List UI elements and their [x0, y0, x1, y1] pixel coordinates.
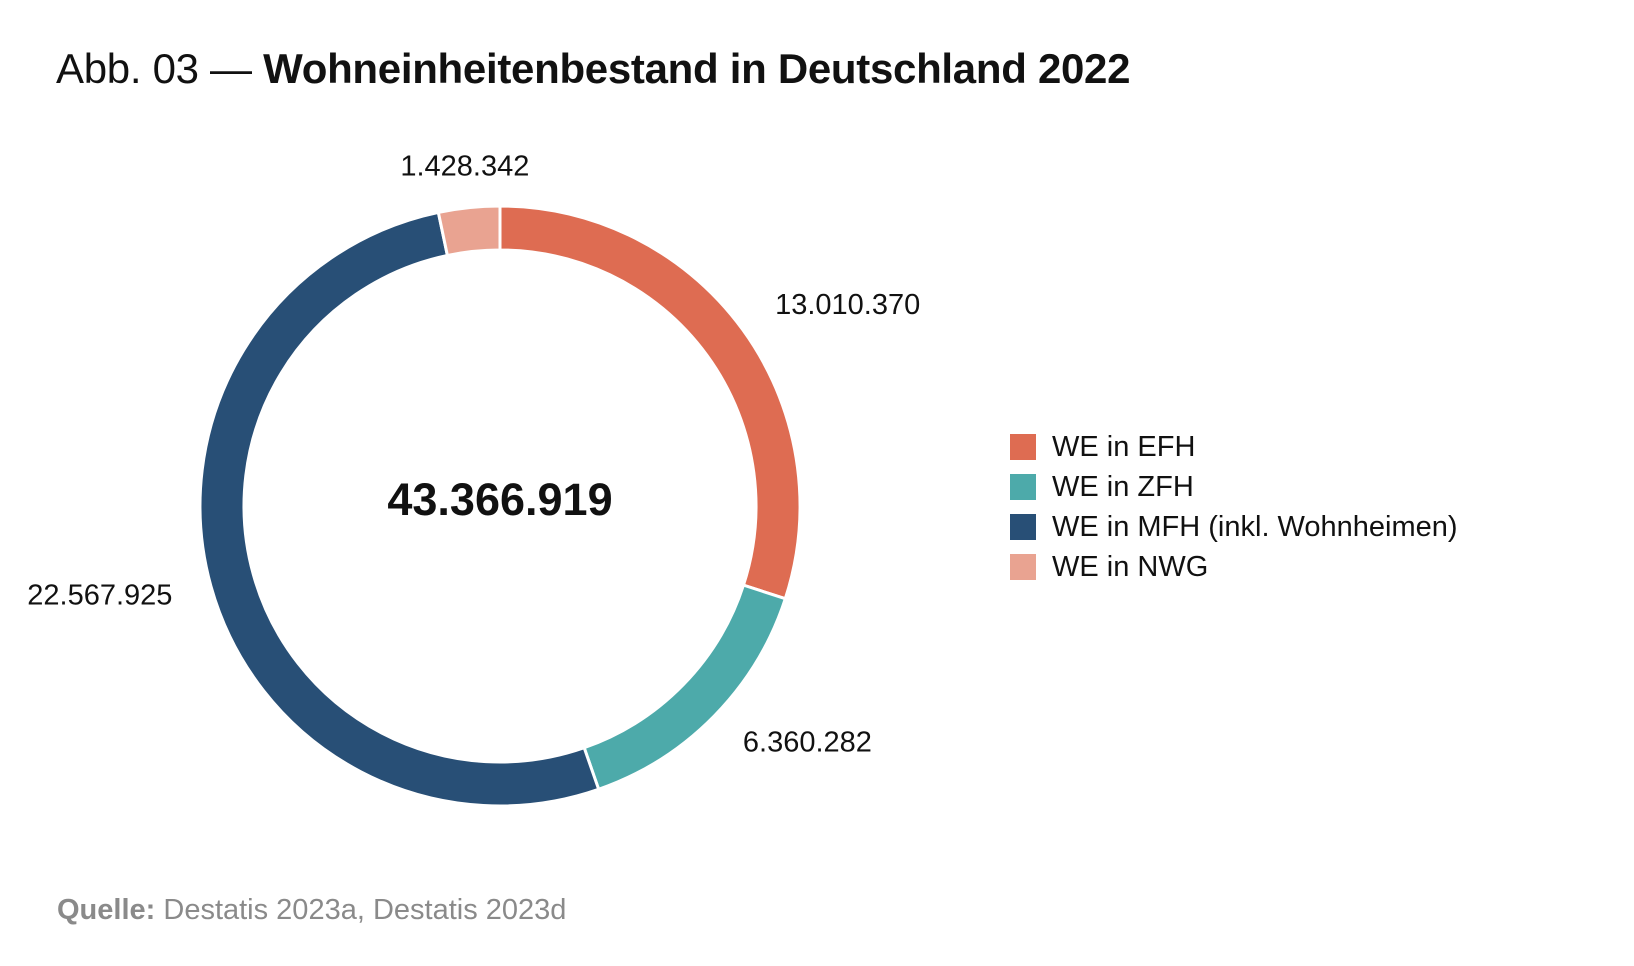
- legend-item-zfh: WE in ZFH: [1010, 467, 1458, 507]
- legend-swatch: [1010, 514, 1036, 540]
- donut-slice: [498, 204, 802, 601]
- slice-value-label: 1.428.342: [400, 150, 529, 182]
- slice-value-label: 13.010.370: [775, 289, 920, 321]
- slice-labels: 13.010.370 6.360.282 22.567.925 1.428.342: [27, 150, 920, 758]
- source-label: Quelle:: [57, 894, 156, 926]
- legend-item-mfh: WE in MFH (inkl. Wohnheimen): [1010, 507, 1458, 547]
- legend-item-efh: WE in EFH: [1010, 427, 1458, 467]
- donut-slice: [436, 204, 502, 258]
- legend-label: WE in ZFH: [1052, 470, 1194, 503]
- chart-legend: WE in EFH WE in ZFH WE in MFH (inkl. Woh…: [1010, 427, 1458, 587]
- donut-slices: [198, 204, 802, 808]
- legend-swatch: [1010, 474, 1036, 500]
- legend-item-nwg: WE in NWG: [1010, 547, 1458, 587]
- legend-label: WE in EFH: [1052, 430, 1196, 463]
- slice-value-label: 6.360.282: [743, 727, 872, 759]
- donut-slice: [582, 583, 788, 792]
- donut-slice: [198, 210, 601, 808]
- chart-title: Abb. 03 — Wohneinheitenbestand in Deutsc…: [56, 40, 1130, 98]
- legend-swatch: [1010, 434, 1036, 460]
- legend-swatch: [1010, 554, 1036, 580]
- source-text: Destatis 2023a, Destatis 2023d: [155, 894, 567, 926]
- center-total-label: 43.366.919: [387, 474, 612, 525]
- figure-title: Wohneinheitenbestand in Deutschland 2022: [263, 45, 1131, 92]
- source-note: Quelle: Destatis 2023a, Destatis 2023d: [57, 894, 566, 927]
- slice-value-label: 22.567.925: [27, 580, 172, 612]
- legend-label: WE in MFH (inkl. Wohnheimen): [1052, 510, 1458, 543]
- legend-label: WE in NWG: [1052, 550, 1209, 583]
- figure-number: Abb. 03 —: [56, 45, 264, 92]
